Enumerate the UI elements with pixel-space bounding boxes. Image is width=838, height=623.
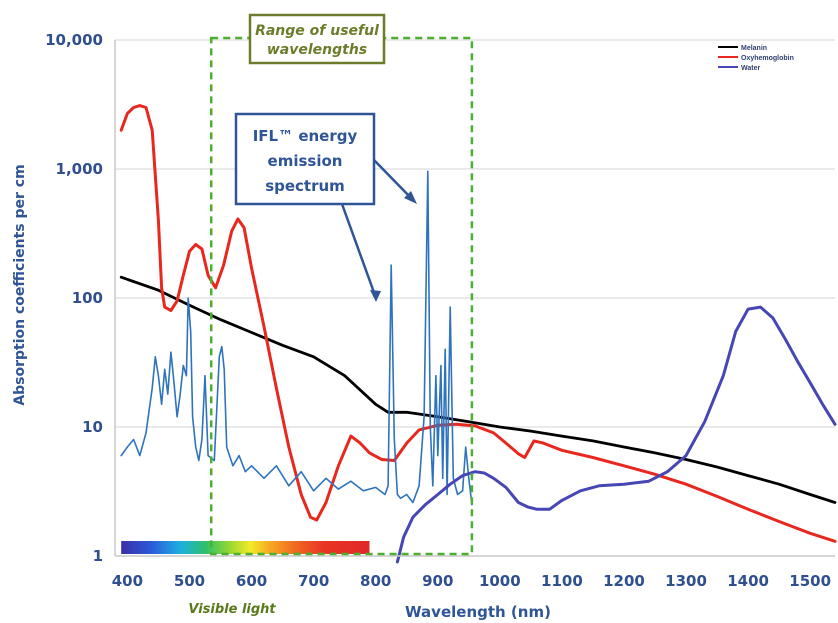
x-axis-label: Wavelength (nm) <box>405 603 551 621</box>
x-tick-1100: 1100 <box>541 572 583 590</box>
x-tick-1200: 1200 <box>603 572 645 590</box>
range-label-box <box>248 13 386 65</box>
legend-label-melanin: Melanin <box>741 45 767 52</box>
x-tick-400: 400 <box>112 572 143 590</box>
ifl-arrow-left-line <box>340 203 378 299</box>
grid-lines <box>115 39 835 428</box>
y-tick-1000: 1,000 <box>56 160 103 178</box>
y-axis-label: Absorption coefficients per cm <box>12 164 28 405</box>
range-label-callout: Range of useful wavelengths <box>248 13 386 65</box>
x-tick-600: 600 <box>236 572 267 590</box>
series-water <box>395 305 837 564</box>
ifl-callout: IFL™ energy emission spectrum <box>234 112 417 302</box>
x-tick-700: 700 <box>298 572 329 590</box>
ifl-label-box <box>234 112 376 206</box>
range-label-line2: wavelengths <box>267 42 367 58</box>
series-oxyhemoglobin <box>119 104 837 543</box>
ifl-label-line1: IFL™ energy <box>253 127 358 145</box>
x-tick-1000: 1000 <box>479 572 521 590</box>
legend: Melanin Oxyhemoglobin Water <box>718 45 794 72</box>
legend-label-water: Water <box>741 65 760 72</box>
series-layer <box>119 104 837 564</box>
visible-light-label: Visible light <box>188 602 276 617</box>
series-ifl-energy-emission-spectrum <box>120 170 473 506</box>
x-tick-1400: 1400 <box>727 572 769 590</box>
visible-spectrum-bar <box>121 541 370 554</box>
ifl-label-line2: emission <box>268 152 343 170</box>
y-tick-10: 10 <box>82 418 103 436</box>
range-label-line1: Range of useful <box>255 23 379 39</box>
x-tick-1300: 1300 <box>665 572 707 590</box>
x-tick-1500: 1500 <box>789 572 831 590</box>
ifl-arrow-right-head <box>404 191 417 204</box>
ifl-arrow-left-head <box>370 290 381 302</box>
y-tick-labels: 1 10 100 1,000 10,000 <box>45 31 103 565</box>
y-tick-100: 100 <box>72 289 103 307</box>
y-tick-1: 1 <box>93 547 103 565</box>
legend-label-oxyhemoglobin: Oxyhemoglobin <box>741 55 794 62</box>
x-tick-800: 800 <box>360 572 391 590</box>
y-tick-10000: 10,000 <box>45 31 103 49</box>
series-melanin <box>119 275 837 504</box>
ifl-arrow-right-line <box>373 159 414 201</box>
x-tick-900: 900 <box>422 572 453 590</box>
useful-range-box <box>209 36 474 556</box>
x-tick-500: 500 <box>174 572 205 590</box>
x-tick-labels: 400 500 600 700 800 900 1000 1100 1200 1300 1400 15… <box>112 572 831 590</box>
ifl-label-line3: spectrum <box>265 177 345 195</box>
